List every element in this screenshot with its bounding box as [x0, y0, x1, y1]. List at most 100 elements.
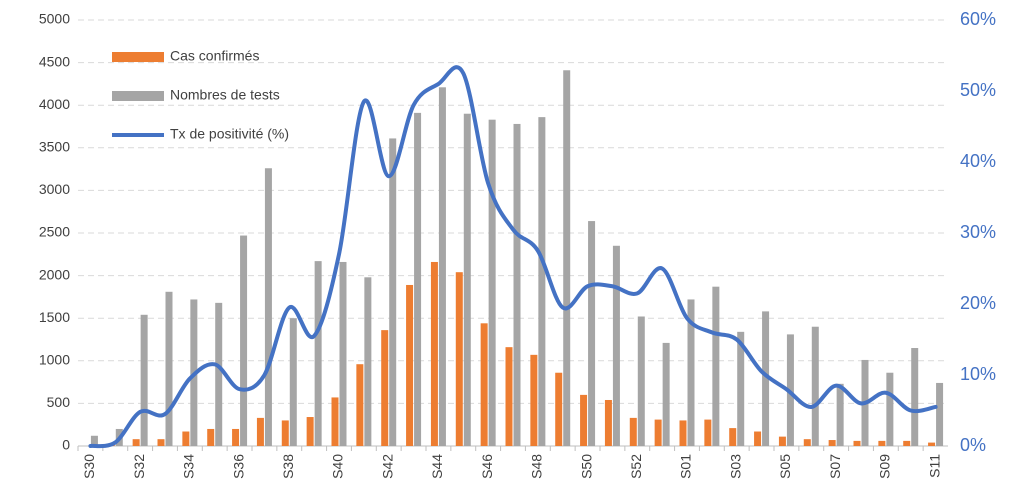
bar — [928, 442, 936, 446]
bar — [811, 326, 819, 446]
y-tick-label: 2500 — [39, 224, 70, 240]
y-tick-label: 3500 — [39, 139, 70, 155]
legend-label: Nombres de tests — [170, 87, 280, 103]
x-tick-label: S03 — [727, 454, 743, 479]
bar — [604, 399, 612, 446]
bar — [762, 311, 770, 446]
y-tick-label: 0 — [62, 437, 70, 453]
bar — [754, 431, 762, 446]
bar — [381, 330, 389, 446]
bar — [240, 235, 248, 446]
bar — [654, 419, 662, 446]
x-tick-label: S11 — [926, 454, 942, 478]
bar — [911, 348, 919, 446]
x-tick-label: S07 — [827, 454, 843, 479]
x-tick-label: S01 — [678, 454, 694, 479]
bar — [712, 286, 720, 446]
y-tick-label: 4000 — [39, 96, 70, 112]
bar — [513, 123, 521, 446]
y2-tick-label: 50% — [960, 80, 996, 100]
y-tick-label: 1500 — [39, 309, 70, 325]
bar — [936, 382, 944, 446]
y-tick-label: 500 — [47, 394, 71, 410]
bar — [264, 168, 272, 447]
bar — [629, 417, 637, 446]
bar — [232, 428, 240, 446]
bar — [140, 314, 148, 446]
bar — [828, 440, 836, 446]
bar — [414, 112, 422, 447]
bar — [778, 436, 786, 446]
bar — [165, 291, 173, 446]
x-tick-label: S09 — [877, 454, 893, 479]
bar — [463, 113, 471, 446]
bar — [803, 439, 811, 446]
y2-tick-label: 0% — [960, 435, 986, 455]
y2-tick-label: 60% — [960, 9, 996, 29]
bar — [737, 331, 745, 446]
bar — [729, 428, 737, 446]
bar — [580, 394, 588, 446]
legend-swatch — [112, 91, 164, 101]
legend-label: Cas confirmés — [170, 48, 259, 64]
y-tick-label: 3000 — [39, 181, 70, 197]
bar — [90, 435, 98, 446]
x-tick-label: S52 — [628, 454, 644, 479]
bar — [306, 417, 314, 446]
bar — [853, 440, 861, 446]
bar — [314, 261, 322, 446]
y-tick-label: 4500 — [39, 53, 70, 69]
line — [88, 65, 938, 449]
bar — [505, 347, 513, 446]
bar — [406, 284, 414, 446]
bar — [182, 431, 190, 446]
legend-swatch — [112, 52, 164, 62]
x-tick-label: S46 — [479, 454, 495, 479]
bar — [878, 440, 886, 446]
bar — [704, 419, 712, 446]
bar — [679, 420, 687, 446]
y2-tick-label: 30% — [960, 222, 996, 242]
y2-tick-label: 10% — [960, 364, 996, 384]
y2-tick-label: 40% — [960, 151, 996, 171]
bar — [430, 261, 438, 446]
bar — [612, 245, 620, 446]
bar — [687, 299, 695, 446]
y-tick-label: 1000 — [39, 352, 70, 368]
x-tick-label: S36 — [230, 454, 246, 479]
bar — [903, 440, 911, 446]
y-tick-label: 5000 — [39, 11, 70, 27]
bar — [215, 302, 223, 446]
bar — [281, 420, 289, 446]
y-tick-label: 2000 — [39, 266, 70, 282]
bar — [488, 119, 496, 447]
bar — [886, 372, 894, 446]
x-tick-label: S42 — [379, 454, 395, 479]
x-tick-label: S32 — [131, 454, 147, 479]
bar — [563, 70, 571, 446]
legend-label: Tx de positivité (%) — [170, 126, 289, 142]
bar — [588, 221, 596, 446]
bar — [364, 277, 372, 446]
bar — [555, 372, 563, 446]
bar — [530, 354, 538, 446]
bar — [157, 439, 165, 446]
bar — [256, 417, 264, 446]
bar — [339, 261, 347, 446]
bar — [662, 342, 670, 446]
x-tick-label: S30 — [81, 454, 97, 479]
bar — [389, 138, 397, 447]
x-tick-label: S44 — [429, 454, 445, 479]
bar — [356, 364, 364, 446]
bar — [132, 439, 140, 446]
bar — [637, 316, 645, 446]
bar — [836, 383, 844, 446]
x-tick-label: S34 — [181, 454, 197, 479]
x-tick-label: S05 — [777, 454, 793, 479]
x-tick-label: S48 — [529, 454, 545, 479]
bar — [538, 117, 546, 447]
bar — [480, 323, 488, 446]
bar — [455, 272, 463, 446]
x-tick-label: S40 — [330, 454, 346, 479]
